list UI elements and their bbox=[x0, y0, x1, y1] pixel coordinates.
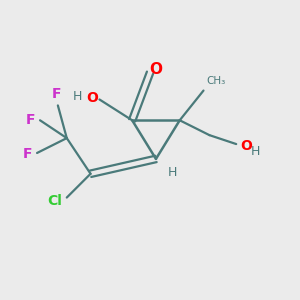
Text: F: F bbox=[26, 113, 36, 127]
Text: H: H bbox=[251, 145, 260, 158]
Text: H: H bbox=[73, 90, 82, 103]
Text: F: F bbox=[23, 148, 33, 161]
Text: H: H bbox=[168, 166, 177, 179]
Text: O: O bbox=[149, 62, 162, 77]
Text: F: F bbox=[52, 87, 61, 101]
Text: CH₃: CH₃ bbox=[206, 76, 226, 86]
Text: O: O bbox=[86, 91, 98, 105]
Text: Cl: Cl bbox=[47, 194, 62, 208]
Text: O: O bbox=[241, 139, 253, 152]
